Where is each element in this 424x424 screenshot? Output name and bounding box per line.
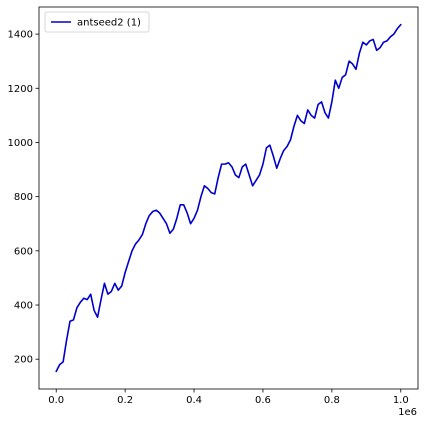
x-axis: 0.0 0.2 0.4 0.6 0.8 1.0	[48, 389, 409, 406]
series-line-0	[55, 23, 402, 373]
x-tick-label: 0.4	[186, 395, 202, 406]
series-layer	[55, 23, 402, 373]
plot-frame	[38, 6, 419, 390]
x-tick-label: 1.0	[393, 395, 409, 406]
y-tick-label: 200	[14, 355, 33, 366]
legend-label: antseed2 (1)	[77, 18, 141, 29]
y-axis: 200 400 600 800 1000 1200 1400	[8, 30, 39, 366]
y-tick-label: 1200	[8, 84, 33, 95]
x-tick-label: 0.2	[117, 395, 133, 406]
plot-area	[39, 7, 418, 389]
y-tick-label: 1400	[8, 30, 33, 41]
x-tick-label: 0.8	[324, 395, 340, 406]
y-tick-label: 600	[14, 246, 33, 257]
x-tick-label: 0.6	[255, 395, 271, 406]
legend: antseed2 (1)	[44, 11, 150, 33]
x-tick-label: 0.0	[48, 395, 64, 406]
x-offset-label: 1e6	[398, 407, 417, 418]
y-tick-label: 400	[14, 301, 33, 312]
legend-box	[44, 11, 150, 33]
y-tick-label: 1000	[8, 138, 33, 149]
y-tick-label: 800	[14, 192, 33, 203]
